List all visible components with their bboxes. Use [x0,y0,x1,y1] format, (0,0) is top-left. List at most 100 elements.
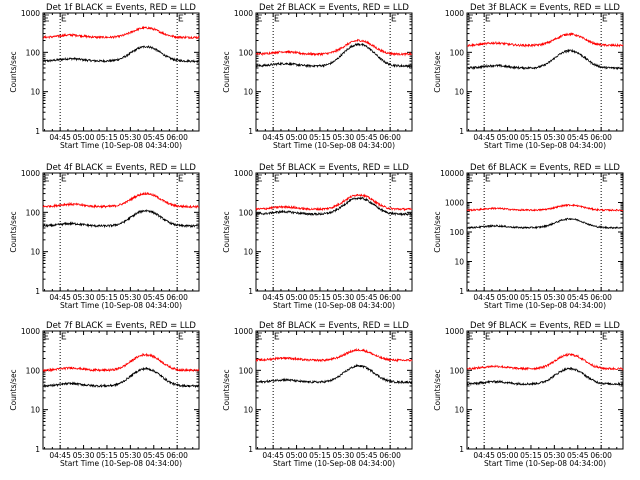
x-tick-label: 05:00 [497,451,519,460]
lld-series-line [42,352,200,373]
x-tick-label: 05:30 [333,133,355,142]
marker-e-glyph [257,332,262,340]
y-tick-label: 1000 [445,9,464,18]
y-tick-label: 100 [26,208,41,217]
x-tick-label: 05:45 [567,133,589,142]
marker-e-glyph [274,174,280,182]
x-tick-label: 04:45 [473,133,495,142]
x-axis-label: Start Time (10-Sep-08 04:34:00) [484,301,606,310]
x-tick-label: 06:00 [379,293,401,302]
marker-e-glyph [602,174,608,182]
panel-1: Det 1f BLACK = Events, RED = LLD 1 10 100 10… [9,3,200,150]
x-tick-label: 05:15 [309,293,331,302]
x-tick-label: 05:45 [143,451,165,460]
marker-e-glyph [602,332,608,340]
y-tick-label: 1 [35,445,40,454]
y-tick-label: 10 [454,88,464,97]
x-tick-label: 05:15 [520,293,542,302]
events-series-line [255,42,413,69]
y-axis-label: Counts/sec [9,51,18,92]
y-tick-label: 1000 [21,327,40,336]
lld-series-line [255,347,413,363]
x-axis-label: Start Time (10-Sep-08 04:34:00) [60,141,182,150]
y-tick-label: 100 [239,208,254,217]
marker-e-glyph [178,332,184,340]
panel-4: Det 4f BLACK = Events, RED = LLD 1 10 100 10… [9,163,200,310]
x-tick-label: 06:00 [590,293,612,302]
marker-e-glyph [44,332,49,340]
plot-frame [255,330,413,450]
marker-e-glyph [44,14,49,22]
x-tick-label: 05:15 [96,133,118,142]
x-tick-label: 05:45 [567,293,589,302]
x-tick-label: 04:45 [262,133,284,142]
events-series-line [466,366,624,387]
plot-frame [42,330,200,450]
panel-title: Det 3f BLACK = Events, RED = LLD [470,3,620,13]
marker-e-glyph [602,14,608,22]
y-tick-label: 100 [239,366,254,375]
panel-title: Det 5f BLACK = Events, RED = LLD [259,163,409,173]
x-tick-label: 04:45 [49,293,71,302]
y-tick-label: 1000 [21,169,40,178]
marker-e-glyph [257,14,262,22]
marker-e-glyph [485,14,491,22]
x-tick-label: 05:00 [286,293,308,302]
marker-e-glyph [468,332,473,340]
events-series-line [255,196,413,217]
x-tick-label: 05:45 [143,293,165,302]
lld-series-line [42,191,200,209]
marker-e-glyph [61,14,67,22]
x-tick-label: 05:15 [520,451,542,460]
panel-5: Det 5f BLACK = Events, RED = LLD 1 10 100 10… [222,163,413,310]
x-tick-label: 05:45 [356,451,378,460]
marker-e-glyph [468,174,473,182]
x-tick-label: 06:00 [590,451,612,460]
panel-title: Det 1f BLACK = Events, RED = LLD [46,3,196,13]
x-axis-label: Start Time (10-Sep-08 04:34:00) [60,459,182,468]
x-tick-label: 04:45 [262,451,284,460]
x-tick-label: 05:00 [497,293,519,302]
marker-e-glyph [391,14,397,22]
marker-e-glyph [274,14,280,22]
y-tick-label: 100 [450,228,465,237]
y-tick-label: 10 [30,88,40,97]
marker-e-glyph [44,174,49,182]
x-axis-label: Start Time (10-Sep-08 04:34:00) [273,301,395,310]
y-tick-label: 1000 [445,199,464,208]
y-axis-label: Counts/sec [433,369,442,410]
y-tick-label: 10 [243,406,253,415]
marker-e-glyph [468,14,473,22]
x-tick-label: 05:15 [520,133,542,142]
panel-title: Det 7f BLACK = Events, RED = LLD [46,321,196,331]
plot-frame [466,12,624,132]
events-series-line [42,208,200,229]
y-tick-label: 1000 [21,9,40,18]
y-tick-label: 100 [239,48,254,57]
plot-frame [466,172,624,292]
x-axis-label: Start Time (10-Sep-08 04:34:00) [273,141,395,150]
panel-9: Det 9f BLACK = Events, RED = LLD 1 10 100 10… [433,321,624,468]
x-tick-label: 05:30 [544,451,566,460]
events-series-line [42,366,200,389]
x-tick-label: 04:45 [473,451,495,460]
y-axis-label: Counts/sec [222,51,231,92]
x-axis-label: Start Time (10-Sep-08 04:34:00) [484,459,606,468]
x-tick-label: 05:15 [309,451,331,460]
marker-e-glyph [391,174,397,182]
plot-frame [42,172,200,292]
panel-title: Det 8f BLACK = Events, RED = LLD [259,321,409,331]
x-tick-label: 05:00 [73,133,95,142]
x-tick-label: 05:15 [309,133,331,142]
y-tick-label: 1 [248,127,253,136]
y-tick-label: 1 [35,287,40,296]
x-tick-label: 06:00 [379,133,401,142]
y-tick-label: 10 [454,258,464,267]
panel-3: Det 3f BLACK = Events, RED = LLD 1 10 100 10… [433,3,624,150]
x-tick-label: 05:15 [96,293,118,302]
y-axis-label: Counts/sec [9,369,18,410]
marker-e-glyph [274,332,280,340]
y-tick-label: 10 [30,406,40,415]
y-tick-label: 10 [243,88,253,97]
y-axis-label: Counts/sec [222,369,231,410]
